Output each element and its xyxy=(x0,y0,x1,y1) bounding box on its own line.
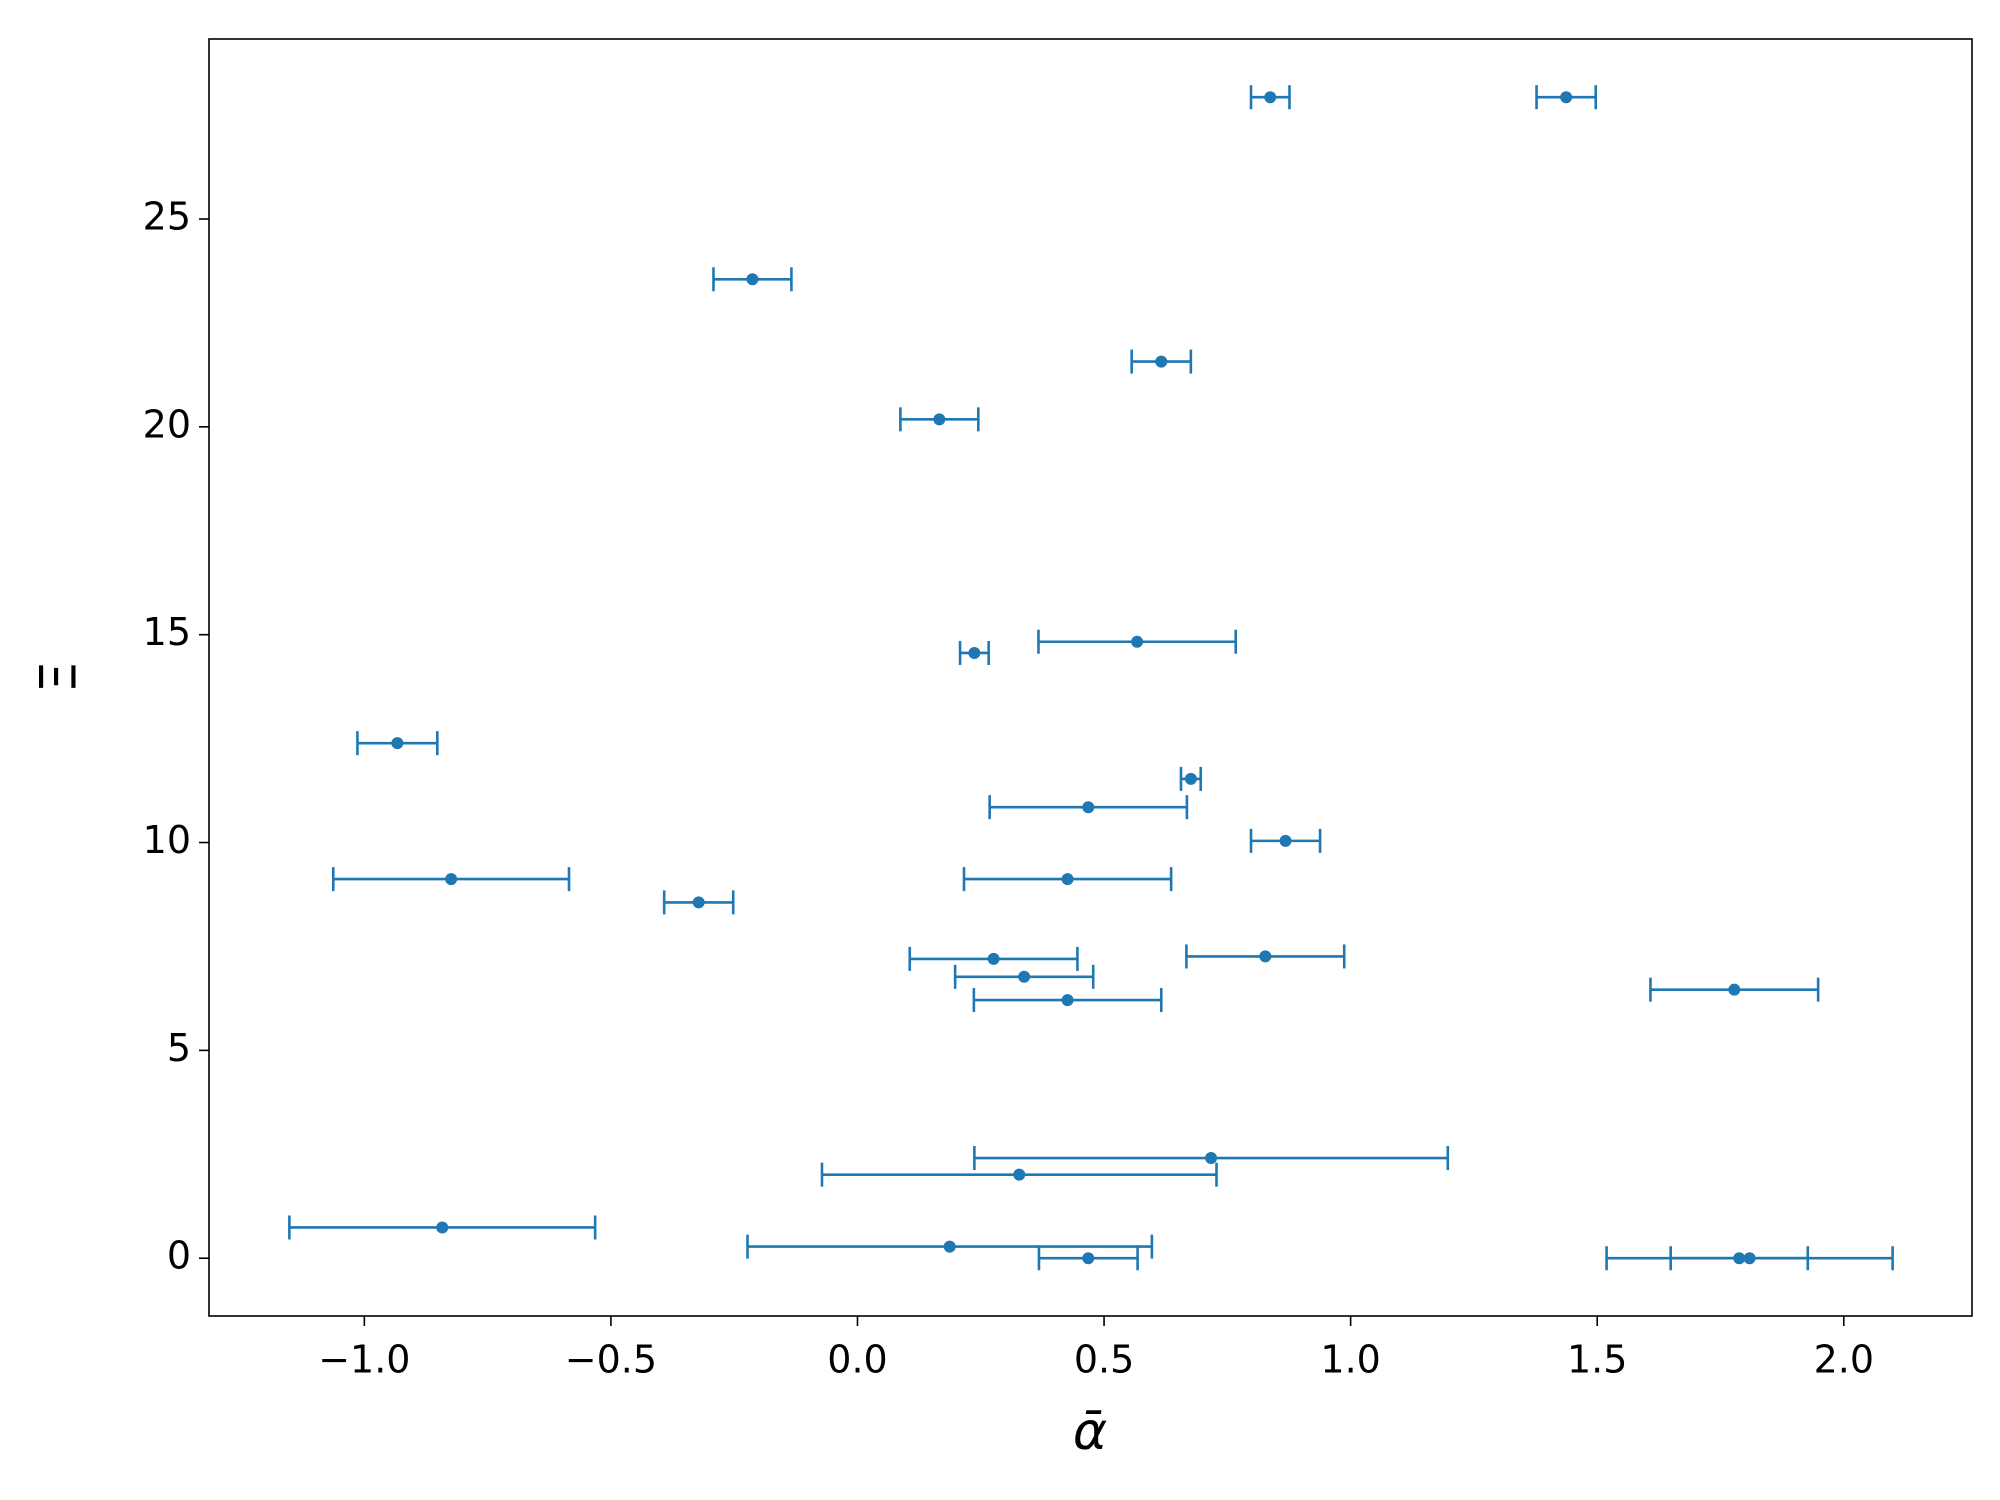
point xyxy=(1184,772,1197,785)
point xyxy=(1259,950,1272,963)
x-tick-label: −1.0 xyxy=(318,1338,410,1382)
point xyxy=(1743,1252,1756,1265)
y-tick-label: 5 xyxy=(167,1026,191,1070)
point xyxy=(692,896,705,909)
x-tick-label: 2.0 xyxy=(1814,1338,1874,1382)
point xyxy=(987,952,1000,965)
x-tick-label: 1.5 xyxy=(1567,1338,1627,1382)
y-tick-label: 20 xyxy=(143,402,191,446)
point xyxy=(1728,983,1741,996)
point xyxy=(436,1221,449,1234)
x-tick-label: 0.5 xyxy=(1074,1338,1134,1382)
point xyxy=(746,273,759,286)
point xyxy=(933,413,946,426)
plot-frame xyxy=(208,38,1973,1317)
point xyxy=(445,873,458,886)
point xyxy=(1155,355,1168,368)
y-tick-label: 10 xyxy=(143,818,191,862)
y-tick-label: 25 xyxy=(143,194,191,238)
point xyxy=(1082,801,1095,814)
x-tick-label: −0.5 xyxy=(565,1338,657,1382)
x-tick-label: 1.0 xyxy=(1320,1338,1380,1382)
point xyxy=(1279,834,1292,847)
y-tick-label: 0 xyxy=(167,1234,191,1278)
point xyxy=(1018,970,1031,983)
point xyxy=(1061,873,1074,886)
point xyxy=(1131,635,1144,648)
point xyxy=(1205,1152,1218,1165)
point xyxy=(1061,994,1074,1007)
point xyxy=(1264,91,1277,104)
y-axis-label: Ξ xyxy=(30,661,88,693)
point xyxy=(1560,91,1573,104)
x-axis-label: ᾱ xyxy=(1073,1402,1107,1462)
x-tick-label: 0.0 xyxy=(827,1338,887,1382)
point xyxy=(1082,1252,1095,1265)
point xyxy=(391,737,404,750)
point xyxy=(1013,1168,1026,1181)
point xyxy=(968,646,981,659)
y-tick-label: 15 xyxy=(143,610,191,654)
point xyxy=(943,1240,956,1253)
